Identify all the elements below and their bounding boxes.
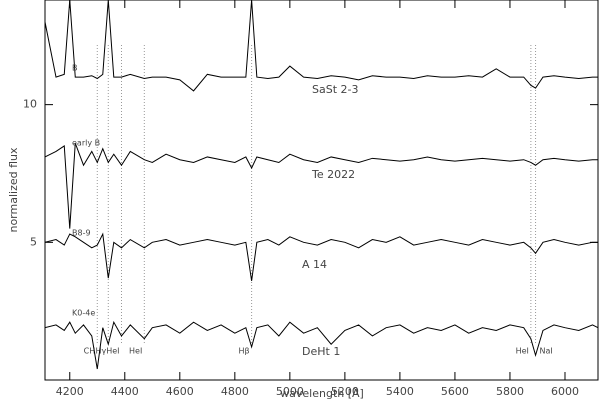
x-tick-label: 4600 <box>166 385 194 398</box>
x-tick-label: 5800 <box>496 385 524 398</box>
line-id-label: HeI <box>516 347 529 356</box>
series-label: SaSt 2-3 <box>312 83 358 96</box>
x-axis-label: wavelength [Å] <box>280 387 364 400</box>
series-label: Te 2022 <box>311 168 355 181</box>
x-tick-label: 4800 <box>221 385 249 398</box>
line-id-label: Hγ <box>96 347 107 356</box>
spectral-type: K0-4e <box>72 309 95 318</box>
x-tick-label: 6000 <box>551 385 579 398</box>
series-label: A 14 <box>302 258 327 271</box>
y-tick-label: 10 <box>23 98 37 111</box>
line-id-label: HeI <box>129 347 142 356</box>
spectrum-line <box>45 0 598 92</box>
x-tick-label: 5000 <box>276 385 304 398</box>
y-axis-label: normalized flux <box>7 147 20 233</box>
x-tick-label: 5400 <box>386 385 414 398</box>
line-id-label: HeI <box>106 347 119 356</box>
y-tick-label: 5 <box>30 235 37 248</box>
spectrum-line <box>45 232 598 281</box>
series-label: DeHt 1 <box>302 345 340 358</box>
line-id-label: CH <box>84 347 96 356</box>
x-tick-label: 4400 <box>111 385 139 398</box>
spectrum-line <box>45 143 598 229</box>
x-tick-label: 5200 <box>331 385 359 398</box>
spectral-type: B8-9 <box>72 229 91 238</box>
plot-frame <box>44 0 599 381</box>
line-id-label: NaI <box>540 347 553 356</box>
spectrum-line <box>45 320 598 370</box>
spectral-type: early B <box>72 139 100 148</box>
x-tick-label: 4200 <box>56 385 84 398</box>
x-tick-label: 5600 <box>441 385 469 398</box>
line-id-label: Hβ <box>238 347 249 356</box>
spectral-type: B <box>72 64 78 73</box>
